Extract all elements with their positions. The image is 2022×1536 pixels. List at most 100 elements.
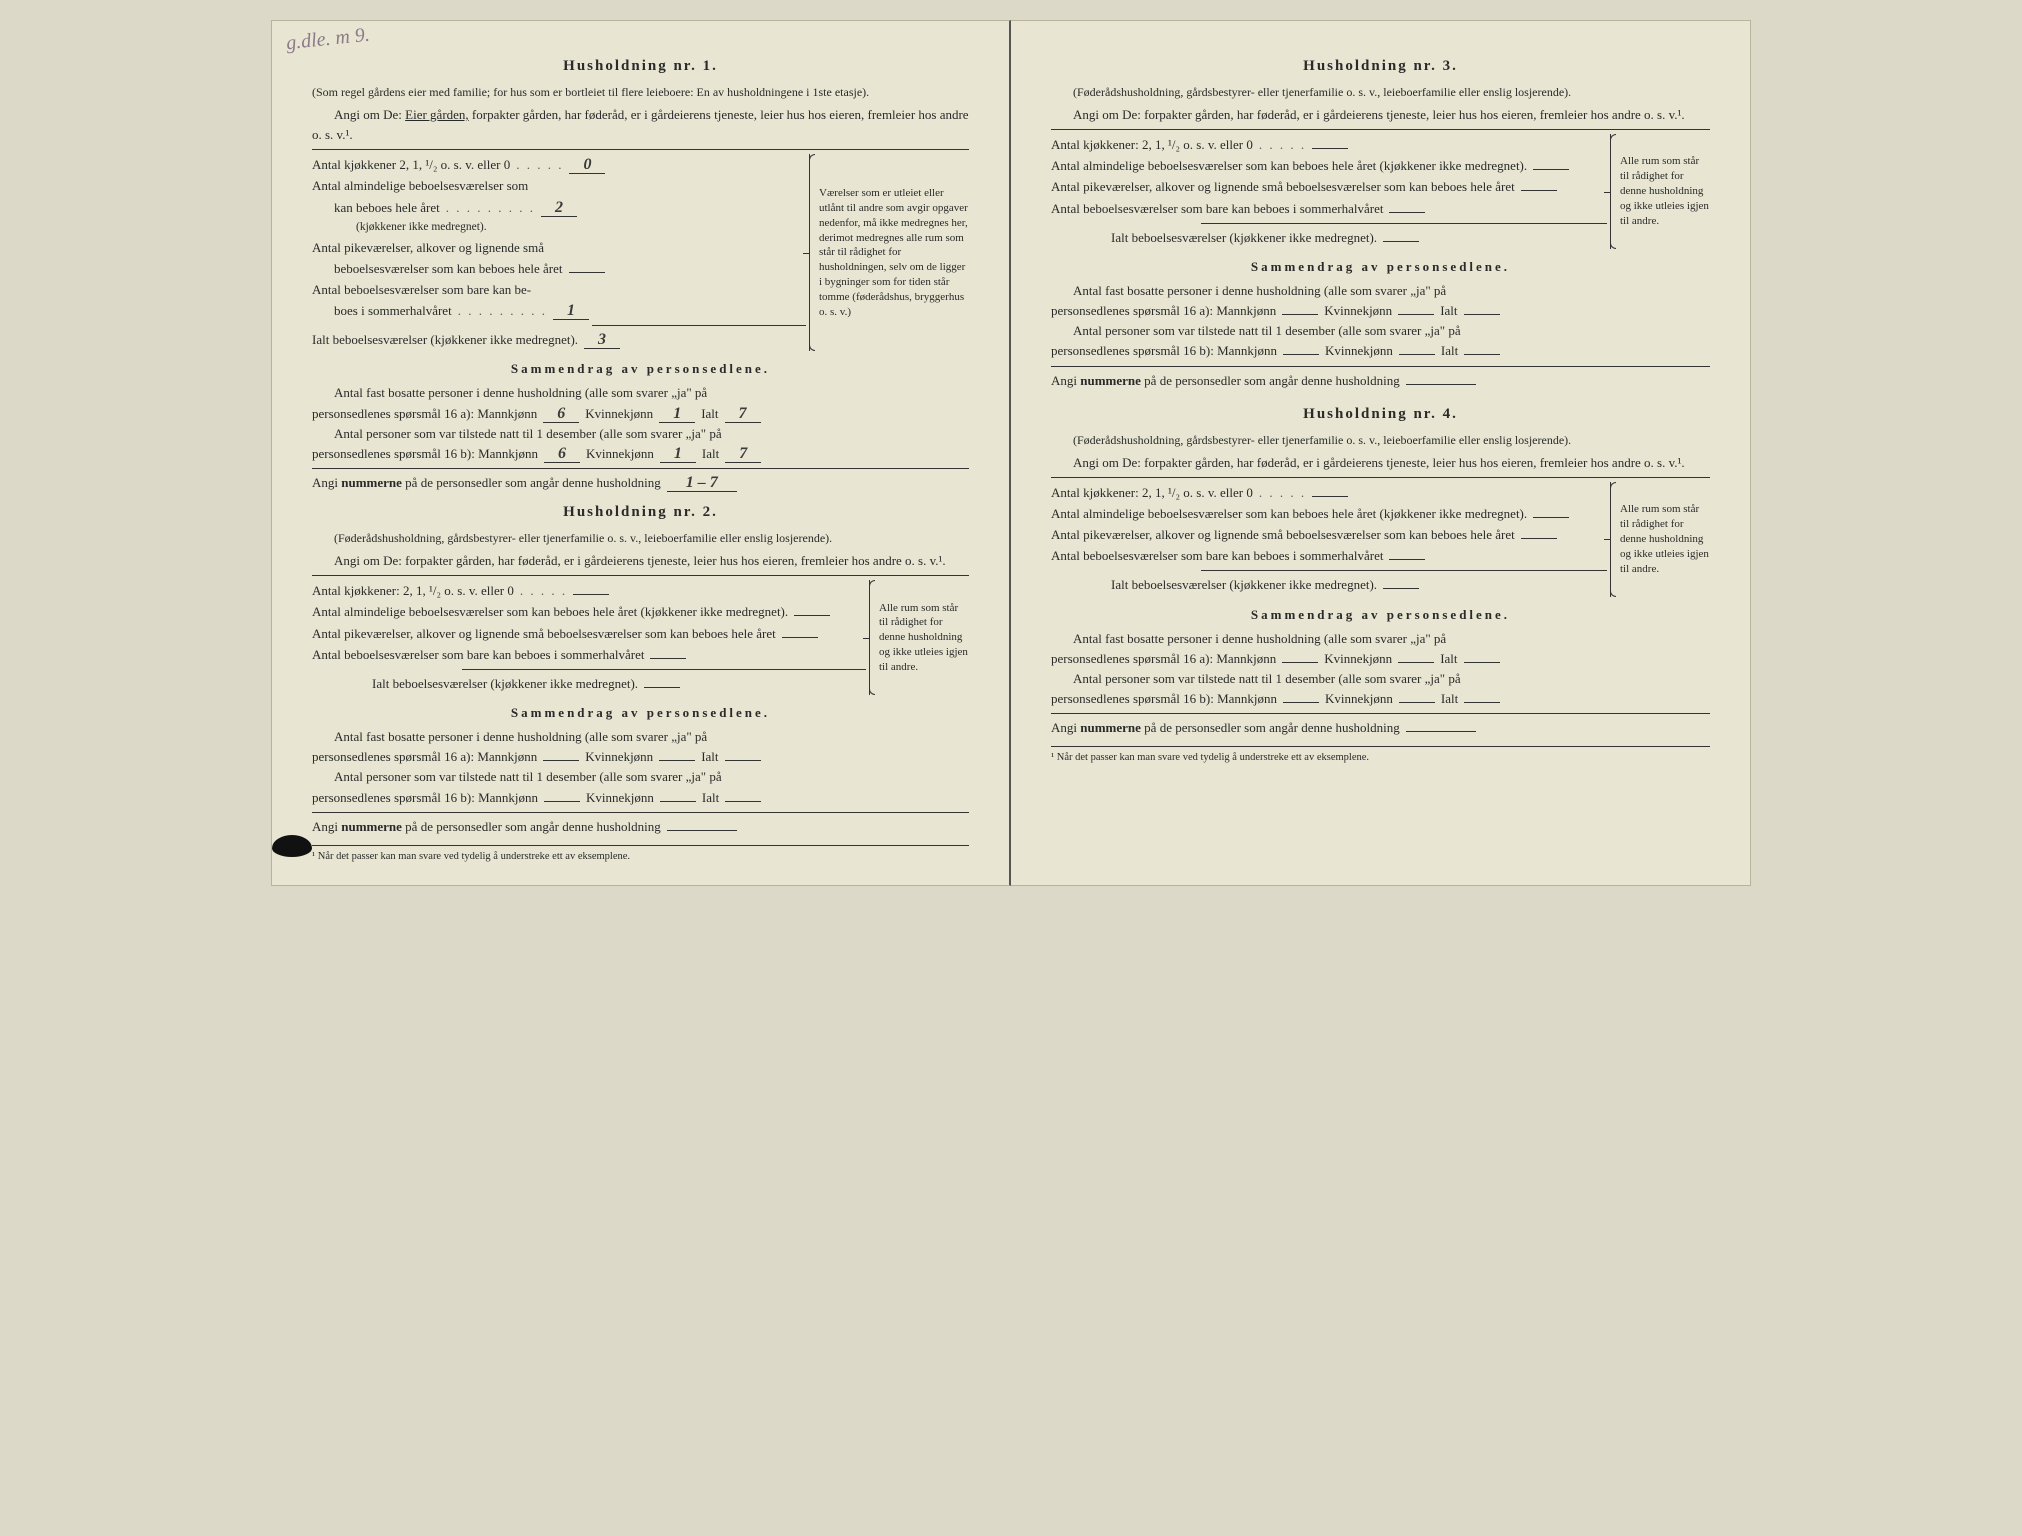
nummer-value-4	[1406, 731, 1476, 732]
household-1-title: Husholdning nr. 1.	[312, 55, 969, 78]
angi-underlined: Eier gården,	[405, 107, 469, 122]
angi-rest-4: forpakter gården, har føderåd, er i gård…	[1144, 455, 1685, 470]
tilst-m: 6	[544, 446, 580, 463]
fast-m-4	[1282, 662, 1318, 663]
tilst-ilabel-2: Ialt	[702, 788, 719, 808]
household-2-paren: (Føderådshusholdning, gårdsbestyrer- ell…	[312, 530, 969, 547]
angi-prefix-2: Angi om De:	[334, 553, 402, 568]
kjokken-label-4: Antal kjøkkener: 2, 1, ¹/₂ o. s. v. elle…	[1051, 483, 1253, 503]
alm-label-a: Antal almindelige beboelsesværelser som	[312, 176, 806, 196]
fast-ilabel-2: Ialt	[701, 747, 718, 767]
angi-prefix: Angi om De:	[334, 107, 402, 122]
fast-m-2	[543, 760, 579, 761]
nummer-label-4: Angi nummerne på de personsedler som ang…	[1051, 718, 1400, 738]
fast-i-3	[1464, 314, 1500, 315]
tilst-k-4	[1399, 702, 1435, 703]
footnote-right: ¹ Når det passer kan man svare ved tydel…	[1051, 746, 1710, 766]
pike-label-a: Antal pikeværelser, alkover og lignende …	[312, 238, 806, 258]
tilst-ilabel-3: Ialt	[1441, 341, 1458, 361]
document-spread: g.dle. m 9. Husholdning nr. 1. (Som rege…	[271, 20, 1751, 886]
kjokken-value-4	[1312, 496, 1348, 497]
sommer-value: 1	[553, 303, 589, 320]
alm-sub: (kjøkkener ikke medregnet).	[312, 219, 806, 237]
nummer-value-2	[667, 830, 737, 831]
fast-i: 7	[725, 406, 761, 423]
alm-value-2	[794, 615, 830, 616]
fast-k-2	[659, 760, 695, 761]
ialt-label: Ialt beboelsesværelser (kjøkkener ikke m…	[312, 330, 578, 350]
fast-line-b: personsedlenes spørsmål 16 a): Mannkjønn	[312, 404, 537, 424]
household-1-rooms: Antal kjøkkener 2, 1, ¹/₂ o. s. v. eller…	[312, 154, 969, 351]
tilst-klabel: Kvinnekjønn	[586, 444, 654, 464]
household-1-note: Værelser som er utleiet eller utlånt til…	[814, 154, 969, 351]
sommer-label-b: boes i sommerhalvåret	[334, 301, 452, 321]
alm-label-4: Antal almindelige beboelsesværelser som …	[1051, 504, 1527, 524]
alm-value: 2	[541, 200, 577, 217]
fast-i-2	[725, 760, 761, 761]
fast-klabel-3: Kvinnekjønn	[1324, 301, 1392, 321]
tilst-ilabel: Ialt	[702, 444, 719, 464]
ialt-value-3	[1383, 241, 1419, 242]
household-3-note: Alle rum som står til rådighet for denne…	[1615, 134, 1710, 249]
tilst-line-b-3: personsedlenes spørsmål 16 b): Mannkjønn	[1051, 341, 1277, 361]
household-2-rooms: Antal kjøkkener: 2, 1, ¹/₂ o. s. v. elle…	[312, 580, 969, 695]
ialt-label-4: Ialt beboelsesværelser (kjøkkener ikke m…	[1111, 575, 1377, 595]
household-4-angi: Angi om De: forpakter gården, har føderå…	[1051, 453, 1710, 473]
fast-klabel-4: Kvinnekjønn	[1324, 649, 1392, 669]
tilst-line-a-4: Antal personer som var tilstede natt til…	[1051, 669, 1710, 689]
ialt-label-2: Ialt beboelsesværelser (kjøkkener ikke m…	[372, 674, 638, 694]
tilst-i-2	[725, 801, 761, 802]
sommer-label-a: Antal beboelsesværelser som bare kan be-	[312, 280, 806, 300]
tilst-line-b-2: personsedlenes spørsmål 16 b): Mannkjønn	[312, 788, 538, 808]
ialt-value: 3	[584, 332, 620, 349]
fast-m-3	[1282, 314, 1318, 315]
fast-k-3	[1398, 314, 1434, 315]
household-2-title: Husholdning nr. 2.	[312, 501, 969, 524]
nummer-value: 1 – 7	[667, 475, 737, 492]
ialt-value-2	[644, 687, 680, 688]
ialt-value-4	[1383, 588, 1419, 589]
note-text-2: Alle rum som står til rådighet for denne…	[879, 601, 969, 675]
pike-label-4: Antal pikeværelser, alkover og lignende …	[1051, 525, 1515, 545]
fast-line-a-3: Antal fast bosatte personer i denne hush…	[1051, 281, 1710, 301]
tilst-ilabel-4: Ialt	[1441, 689, 1458, 709]
tilst-m-4	[1283, 702, 1319, 703]
tilst-m-2	[544, 801, 580, 802]
household-1-angi: Angi om De: Eier gården, forpakter gårde…	[312, 105, 969, 145]
kjokken-label-2: Antal kjøkkener: 2, 1, ¹/₂ o. s. v. elle…	[312, 581, 514, 601]
ialt-label-3: Ialt beboelsesværelser (kjøkkener ikke m…	[1111, 228, 1377, 248]
tilst-line-b-4: personsedlenes spørsmål 16 b): Mannkjønn	[1051, 689, 1277, 709]
fast-line-b-4: personsedlenes spørsmål 16 a): Mannkjønn	[1051, 649, 1276, 669]
fast-line-a-4: Antal fast bosatte personer i denne hush…	[1051, 629, 1710, 649]
fast-ilabel-4: Ialt	[1440, 649, 1457, 669]
alm-value-3	[1533, 169, 1569, 170]
angi-prefix-3: Angi om De:	[1073, 107, 1141, 122]
household-4-rooms: Antal kjøkkener: 2, 1, ¹/₂ o. s. v. elle…	[1051, 482, 1710, 597]
left-page: g.dle. m 9. Husholdning nr. 1. (Som rege…	[271, 20, 1011, 886]
tilst-k-3	[1399, 354, 1435, 355]
note-text: Værelser som er utleiet eller utlånt til…	[819, 186, 969, 320]
pike-value-3	[1521, 190, 1557, 191]
alm-label-b: kan beboes hele året	[334, 198, 440, 218]
household-4-paren: (Føderådshusholdning, gårdsbestyrer- ell…	[1051, 432, 1710, 449]
ink-blot	[272, 835, 312, 857]
tilst-line-a-2: Antal personer som var tilstede natt til…	[312, 767, 969, 787]
pike-label-b: beboelsesværelser som kan beboes hele år…	[334, 259, 563, 279]
household-3-title: Husholdning nr. 3.	[1051, 55, 1710, 78]
fast-k: 1	[659, 406, 695, 423]
corner-annotation: g.dle. m 9.	[285, 25, 371, 54]
household-2-note: Alle rum som står til rådighet for denne…	[874, 580, 969, 695]
household-2-samm-title: Sammendrag av personsedlene.	[312, 703, 969, 723]
tilst-m-3	[1283, 354, 1319, 355]
kjokken-label-3: Antal kjøkkener: 2, 1, ¹/₂ o. s. v. elle…	[1051, 135, 1253, 155]
tilst-k-2	[660, 801, 696, 802]
fast-ilabel: Ialt	[701, 404, 718, 424]
right-page: Husholdning nr. 3. (Føderådshusholdning,…	[1011, 20, 1751, 886]
fast-m: 6	[543, 406, 579, 423]
tilst-line-a: Antal personer som var tilstede natt til…	[312, 424, 969, 444]
fast-line-a: Antal fast bosatte personer i denne hush…	[312, 383, 969, 403]
tilst-i: 7	[725, 446, 761, 463]
household-3-angi: Angi om De: forpakter gården, har føderå…	[1051, 105, 1710, 125]
alm-value-4	[1533, 517, 1569, 518]
fast-line-b-3: personsedlenes spørsmål 16 a): Mannkjønn	[1051, 301, 1276, 321]
